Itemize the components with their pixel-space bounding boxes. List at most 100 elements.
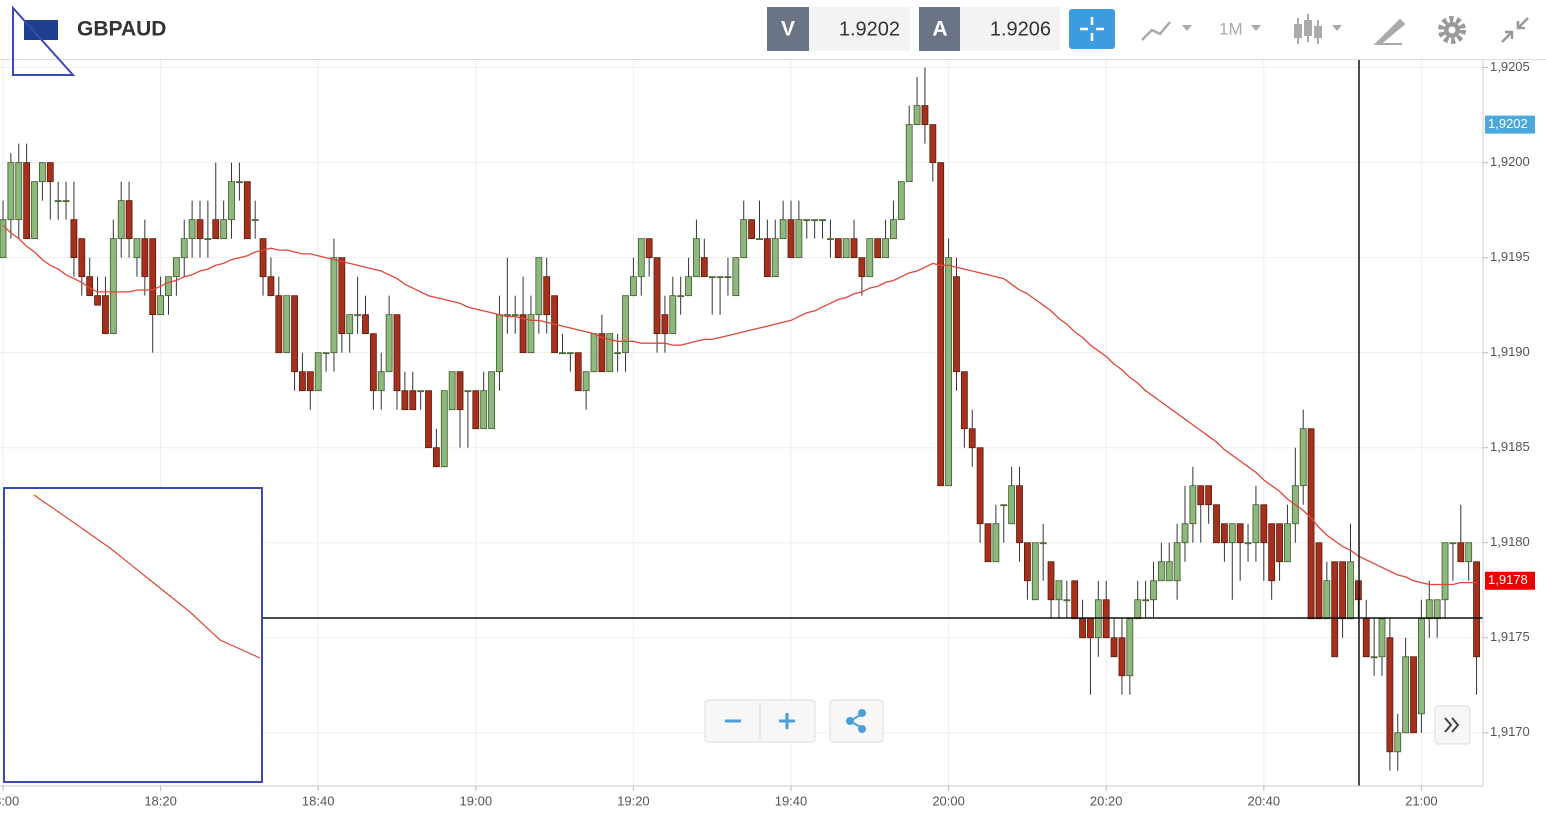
candle-body	[590, 333, 598, 373]
scroll-end-button[interactable]	[1444, 717, 1460, 733]
candle-body	[732, 257, 740, 297]
candle-body	[685, 276, 692, 297]
candle-icon	[1314, 26, 1322, 38]
candle-body	[1134, 599, 1142, 620]
crosshair-button[interactable]	[1069, 9, 1115, 49]
draw-tool-button[interactable]	[1373, 18, 1406, 45]
candle-body	[417, 390, 425, 393]
candle-body	[771, 238, 779, 278]
candle-body	[503, 314, 511, 317]
flag	[24, 20, 58, 40]
candle-body	[62, 200, 70, 203]
candle-body	[984, 523, 992, 563]
bid-box[interactable]	[809, 7, 910, 51]
dropdown-arrow	[1332, 25, 1342, 31]
candle-body	[1126, 618, 1134, 677]
candle-body	[440, 390, 448, 468]
scroll-end-box[interactable]	[1434, 705, 1471, 745]
candle-body	[1323, 580, 1331, 620]
candle-body	[133, 238, 141, 259]
candle-body	[377, 371, 385, 392]
candle-body	[1473, 561, 1480, 658]
gear-hole	[1448, 26, 1456, 34]
candle-body	[220, 219, 228, 240]
candle-body	[740, 219, 748, 259]
candle-body	[117, 200, 125, 240]
candle-body	[1370, 656, 1378, 659]
candle-body	[700, 257, 708, 278]
candle-body	[677, 295, 685, 298]
candle-body	[882, 238, 889, 259]
candle-body	[314, 352, 322, 392]
candle-body	[582, 371, 590, 392]
y-tick-label: 1,9175	[1490, 629, 1530, 644]
candle-body	[338, 257, 346, 335]
candle-body	[1016, 485, 1023, 544]
candle-body	[1433, 599, 1441, 620]
candle-body	[1449, 542, 1457, 545]
candle-body	[1252, 504, 1260, 544]
candle-body	[7, 162, 15, 221]
ask-box[interactable]	[960, 7, 1060, 51]
share-dot	[858, 725, 866, 733]
candle-body	[787, 219, 795, 259]
candle-body	[1457, 542, 1465, 563]
candle-body	[913, 105, 921, 126]
share-button[interactable]	[846, 709, 866, 733]
candle-body	[1378, 618, 1386, 658]
crosshair-button-bg[interactable]	[1069, 9, 1115, 49]
candle-body	[535, 257, 543, 316]
candle-body	[858, 257, 866, 278]
candle-body	[165, 276, 172, 297]
candle-body	[1150, 580, 1157, 601]
candle-body	[622, 295, 629, 354]
candle-body	[1315, 542, 1323, 620]
candle-body	[1157, 561, 1165, 582]
candle-body	[1110, 637, 1118, 658]
candle-body	[1118, 637, 1126, 677]
candle-body	[1465, 542, 1473, 563]
candle-body	[1221, 523, 1228, 544]
candle-body	[251, 219, 259, 222]
candle-body	[157, 295, 165, 316]
candle-icon	[1304, 20, 1312, 36]
candle-body	[921, 105, 929, 126]
x-tick-label: 21:00	[1405, 793, 1438, 808]
candle-body	[354, 314, 362, 317]
flag-icon	[12, 5, 76, 76]
x-tick-label: 18:20	[144, 793, 177, 808]
candle-body	[630, 276, 637, 297]
flag-overlay	[12, 5, 76, 76]
candle-body	[559, 352, 566, 355]
candle-body	[1441, 542, 1449, 601]
candle-body	[1402, 656, 1410, 734]
candle-body	[1362, 618, 1370, 658]
collapse-button[interactable]	[1501, 17, 1529, 43]
candle-body	[795, 219, 803, 259]
candle-body	[905, 124, 913, 183]
candle-body	[299, 371, 306, 392]
candle-body	[46, 162, 54, 183]
candle-body	[362, 314, 369, 335]
candle-body	[598, 333, 606, 373]
candle-body	[39, 162, 46, 183]
chart-type-button[interactable]	[1141, 21, 1192, 41]
candle-body	[78, 238, 86, 278]
candle-body	[1063, 599, 1071, 602]
candle-body	[976, 447, 984, 525]
share-dot	[846, 717, 854, 725]
inset-line	[33, 494, 261, 659]
candle-body	[267, 276, 275, 297]
timeframe[interactable]: 1M	[1219, 19, 1243, 38]
candle-type-button[interactable]	[1294, 14, 1342, 44]
candle-body	[306, 371, 314, 392]
candle-body	[23, 162, 31, 240]
y-tick-label: 1,9205	[1490, 59, 1530, 74]
candle-body	[866, 238, 874, 278]
moving-average	[2, 224, 1477, 586]
y-tick-label: 1,9180	[1490, 534, 1530, 549]
zoom-in-button[interactable]	[779, 713, 795, 729]
candle-body	[196, 219, 204, 240]
inset-frame	[3, 487, 263, 783]
settings-button[interactable]	[1438, 16, 1466, 44]
